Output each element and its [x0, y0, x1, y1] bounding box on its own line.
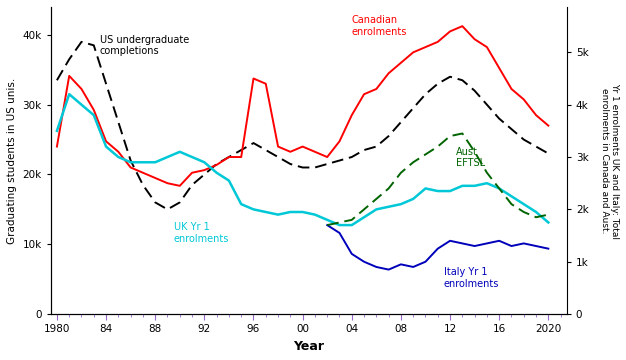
- Text: US undergraduate
completions: US undergraduate completions: [100, 35, 189, 57]
- Y-axis label: Graduating students in US unis.: Graduating students in US unis.: [7, 77, 17, 244]
- Text: Canadian
enrolments: Canadian enrolments: [352, 15, 407, 37]
- Y-axis label: Yr 1 enrolments UK and Italy: Total
enrolments in Canada and Aust.: Yr 1 enrolments UK and Italy: Total enro…: [600, 82, 619, 239]
- X-axis label: Year: Year: [293, 340, 324, 353]
- Text: Italy Yr 1
enrolments: Italy Yr 1 enrolments: [444, 267, 500, 289]
- Text: UK Yr 1
enrolments: UK Yr 1 enrolments: [173, 222, 229, 244]
- Text: Aust
EFTSL: Aust EFTSL: [456, 147, 485, 168]
